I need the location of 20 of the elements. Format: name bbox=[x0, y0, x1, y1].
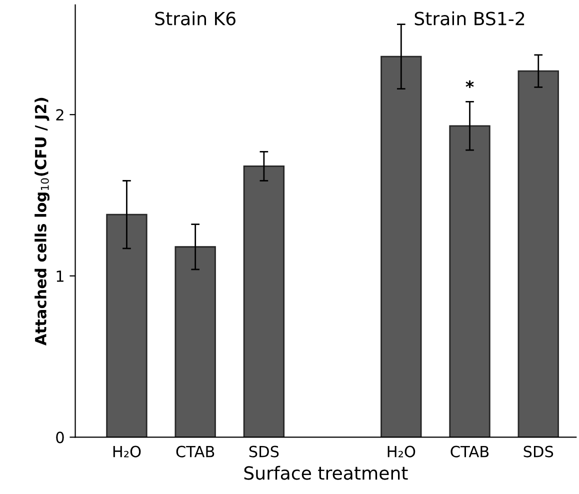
x-axis-title: Surface treatment bbox=[244, 466, 408, 480]
y-tick-label: 1 bbox=[56, 270, 64, 282]
x-tick-label: SDS bbox=[249, 446, 279, 458]
x-tick-label: CTAB bbox=[450, 446, 489, 458]
x-tick-label: H₂O bbox=[388, 446, 416, 458]
y-axis-title: Attached cells log$_{10}$(CFU / J2) bbox=[34, 98, 50, 346]
annotation: Strain BS1-2 bbox=[414, 11, 524, 26]
y-tick-label: 2 bbox=[56, 109, 64, 120]
annotation: * bbox=[466, 80, 474, 88]
y-tick-label: 0 bbox=[56, 432, 64, 444]
annotation: Strain K6 bbox=[155, 11, 236, 26]
x-tick-label: SDS bbox=[524, 446, 554, 458]
bar bbox=[106, 214, 148, 438]
bar bbox=[243, 166, 285, 438]
bar bbox=[380, 56, 422, 438]
x-tick-label: H₂O bbox=[113, 446, 141, 458]
bar bbox=[449, 125, 490, 438]
bar bbox=[518, 70, 559, 438]
bar bbox=[174, 246, 216, 438]
x-tick-label: CTAB bbox=[176, 446, 214, 458]
